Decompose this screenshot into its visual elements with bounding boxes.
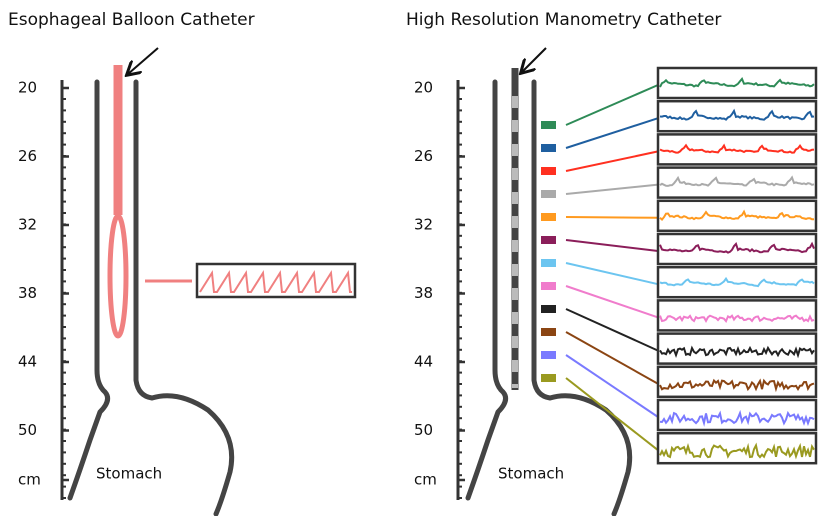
sensor-connector bbox=[565, 331, 659, 385]
ruler-label: 38 bbox=[18, 284, 37, 302]
wall-left bbox=[465, 79, 509, 501]
trace-box bbox=[656, 299, 818, 332]
ruler-label: 50 bbox=[414, 421, 433, 439]
trace-box bbox=[656, 398, 818, 432]
pressure-trace bbox=[659, 276, 815, 288]
pressure-trace bbox=[659, 175, 815, 187]
pressure-trace bbox=[659, 345, 815, 359]
ruler-label: cm bbox=[414, 471, 437, 489]
sensor bbox=[541, 236, 556, 244]
right-panel: Stomach 20 26 32 38 44 50 cm bbox=[414, 47, 818, 516]
ruler-label: 20 bbox=[18, 79, 37, 97]
pressure-trace bbox=[659, 76, 815, 88]
pressure-trace bbox=[659, 442, 815, 460]
left-title: Esophageal Balloon Catheter bbox=[8, 10, 255, 30]
sensor-connector bbox=[565, 117, 659, 149]
sensor bbox=[541, 282, 556, 290]
ruler-label: 26 bbox=[414, 147, 433, 165]
wall-right bbox=[133, 79, 235, 516]
pressure-trace bbox=[659, 108, 815, 121]
trace-box bbox=[656, 199, 818, 233]
sensor-connector bbox=[565, 262, 659, 286]
trace-box bbox=[195, 262, 357, 299]
trace-box bbox=[656, 365, 818, 399]
sensor bbox=[541, 351, 556, 359]
ruler-label: 44 bbox=[414, 353, 433, 371]
sensor bbox=[541, 121, 556, 129]
trace-box bbox=[656, 99, 818, 133]
sensor-connector bbox=[565, 308, 659, 352]
stomach-label: Stomach bbox=[498, 465, 564, 483]
trace-box bbox=[656, 166, 818, 199]
trace-box bbox=[656, 66, 818, 100]
sensor-connector bbox=[565, 216, 659, 219]
ruler-label: 26 bbox=[18, 147, 37, 165]
ruler-label: 32 bbox=[414, 216, 433, 234]
sensor bbox=[541, 374, 556, 382]
stomach-label: Stomach bbox=[96, 465, 162, 483]
sensor-connector bbox=[565, 150, 659, 172]
sensor bbox=[541, 259, 556, 267]
ruler-label: 44 bbox=[18, 353, 37, 371]
wall-left bbox=[67, 79, 111, 501]
sensor-connector bbox=[565, 183, 659, 195]
pressure-trace bbox=[659, 409, 815, 427]
sensor-connector bbox=[565, 377, 659, 451]
trace-box bbox=[656, 232, 818, 266]
right-title: High Resolution Manometry Catheter bbox=[406, 10, 721, 30]
sensor bbox=[541, 144, 556, 152]
pressure-trace bbox=[659, 241, 815, 254]
pressure-trace bbox=[659, 378, 815, 393]
arrow bbox=[522, 47, 547, 72]
sensor bbox=[541, 328, 556, 336]
trace-box bbox=[656, 265, 818, 299]
ruler-label: 32 bbox=[18, 216, 37, 234]
ruler-label: 50 bbox=[18, 421, 37, 439]
ruler-label: 38 bbox=[414, 284, 433, 302]
sensor-connector bbox=[565, 354, 659, 418]
ruler-label: cm bbox=[18, 471, 41, 489]
sensor-connector bbox=[565, 84, 659, 126]
pressure-trace bbox=[199, 270, 352, 293]
balloon bbox=[107, 213, 129, 339]
trace-box bbox=[656, 332, 818, 365]
trace-box bbox=[656, 133, 818, 166]
left-panel: Stomach 20 26 32 38 44 50 cm bbox=[18, 47, 357, 516]
arrow bbox=[128, 47, 159, 74]
sensor bbox=[541, 213, 556, 221]
sensor bbox=[541, 305, 556, 313]
trace-box bbox=[656, 431, 818, 465]
pressure-trace bbox=[659, 143, 815, 154]
pressure-trace bbox=[659, 314, 815, 323]
sensor bbox=[541, 190, 556, 198]
pressure-trace bbox=[659, 209, 815, 222]
sensor-connector bbox=[565, 239, 659, 252]
sensor-connector bbox=[565, 285, 659, 319]
ruler-label: 20 bbox=[414, 79, 433, 97]
sensor bbox=[541, 167, 556, 175]
